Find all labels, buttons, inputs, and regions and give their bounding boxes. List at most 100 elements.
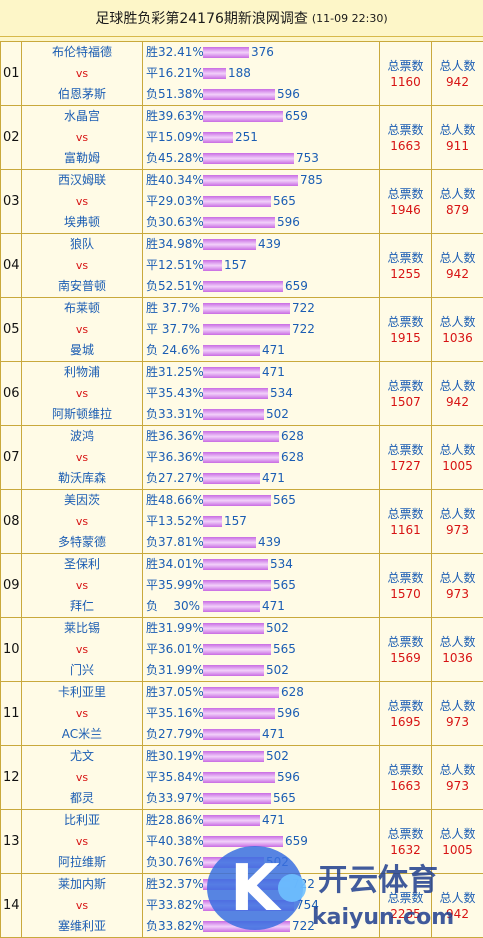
away-team[interactable]: 门兴 [22, 660, 142, 681]
win-count: 502 [266, 618, 289, 639]
total-people-label: 总人数 [432, 186, 483, 202]
total-votes-label: 总票数 [380, 698, 431, 714]
home-team[interactable]: 波鸿 [22, 426, 142, 447]
away-team[interactable]: 拜仁 [22, 596, 142, 617]
win-label: 胜 [146, 106, 158, 127]
home-team[interactable]: 利物浦 [22, 362, 142, 383]
total-people-cell: 总人数 942 [432, 362, 483, 426]
draw-label: 平 [146, 895, 158, 916]
bars-cell: 胜 36.36% 628 平 36.36% 628 负 27.27% 471 [143, 426, 380, 490]
draw-label: 平 [146, 767, 158, 788]
loss-percent: 33.31% [158, 404, 200, 425]
home-team[interactable]: 尤文 [22, 746, 142, 767]
total-votes-value: 1663 [380, 138, 431, 154]
home-team[interactable]: 比利亚 [22, 810, 142, 831]
away-team[interactable]: 都灵 [22, 788, 142, 809]
total-people-label: 总人数 [432, 442, 483, 458]
draw-count: 565 [273, 575, 296, 596]
draw-label: 平 [146, 127, 158, 148]
svg-text:K: K [230, 852, 282, 926]
match-row: 11 卡利亚里 vs AC米兰 胜 37.05% 628 平 35.16% 59… [1, 682, 483, 746]
home-team[interactable]: 水晶宫 [22, 106, 142, 127]
draw-row: 平 35.99% 565 [143, 575, 379, 596]
bars-cell: 胜 37.7% 722 平 37.7% 722 负 24.6% 471 [143, 298, 380, 362]
total-people-value: 942 [432, 266, 483, 282]
total-votes-value: 1695 [380, 714, 431, 730]
win-label: 胜 [146, 170, 158, 191]
home-team[interactable]: 莱比锡 [22, 618, 142, 639]
draw-bar [203, 708, 275, 719]
away-team[interactable]: 阿斯顿维拉 [22, 404, 142, 425]
match-row: 09 圣保利 vs 拜仁 胜 34.01% 534 平 35.99% 565 负… [1, 554, 483, 618]
away-team[interactable]: 塞维利亚 [22, 916, 142, 937]
loss-row: 负 30% 471 [143, 596, 379, 617]
loss-label: 负 [146, 148, 158, 169]
home-team[interactable]: 卡利亚里 [22, 682, 142, 703]
away-team[interactable]: AC米兰 [22, 724, 142, 745]
draw-row: 平 36.36% 628 [143, 447, 379, 468]
draw-count: 534 [270, 383, 293, 404]
win-count: 439 [258, 234, 281, 255]
total-people-value: 973 [432, 522, 483, 538]
total-votes-cell: 总票数 1663 [380, 746, 432, 810]
away-team[interactable]: 多特蒙德 [22, 532, 142, 553]
win-percent: 32.41% [158, 42, 200, 63]
home-team[interactable]: 布伦特福德 [22, 42, 142, 63]
total-votes-cell: 总票数 1160 [380, 42, 432, 106]
win-count: 534 [270, 554, 293, 575]
win-bar [203, 175, 298, 186]
total-people-label: 总人数 [432, 634, 483, 650]
loss-percent: 33.97% [158, 788, 200, 809]
away-team[interactable]: 曼城 [22, 340, 142, 361]
win-bar [203, 303, 290, 314]
away-team[interactable]: 南安普顿 [22, 276, 142, 297]
vs-label: vs [22, 831, 142, 852]
loss-count: 471 [262, 724, 285, 745]
bars-cell: 胜 32.41% 376 平 16.21% 188 负 51.38% 596 [143, 42, 380, 106]
total-votes-value: 1569 [380, 650, 431, 666]
draw-percent: 16.21% [158, 63, 200, 84]
loss-label: 负 [146, 596, 158, 617]
away-team[interactable]: 富勒姆 [22, 148, 142, 169]
total-votes-cell: 总票数 1946 [380, 170, 432, 234]
away-team[interactable]: 阿拉维斯 [22, 852, 142, 873]
vs-label: vs [22, 639, 142, 660]
watermark-logo: K 开云体育 kaiyun.com [200, 838, 483, 936]
away-team[interactable]: 伯恩茅斯 [22, 84, 142, 105]
home-team[interactable]: 美因茨 [22, 490, 142, 511]
loss-bar [203, 665, 264, 676]
win-row: 胜 32.41% 376 [143, 42, 379, 63]
away-team[interactable]: 勒沃库森 [22, 468, 142, 489]
total-votes-cell: 总票数 1915 [380, 298, 432, 362]
total-people-label: 总人数 [432, 506, 483, 522]
away-team[interactable]: 埃弗顿 [22, 212, 142, 233]
home-team[interactable]: 莱加内斯 [22, 874, 142, 895]
match-number: 14 [1, 874, 22, 938]
loss-label: 负 [146, 404, 158, 425]
win-count: 565 [273, 490, 296, 511]
loss-bar [203, 281, 283, 292]
total-people-cell: 总人数 879 [432, 170, 483, 234]
match-row: 03 西汉姆联 vs 埃弗顿 胜 40.34% 785 平 29.03% 565… [1, 170, 483, 234]
total-votes-cell: 总票数 1507 [380, 362, 432, 426]
win-row: 胜 40.34% 785 [143, 170, 379, 191]
win-row: 胜 31.99% 502 [143, 618, 379, 639]
match-number: 04 [1, 234, 22, 298]
loss-percent: 27.79% [158, 724, 200, 745]
win-percent: 39.63% [158, 106, 200, 127]
home-team[interactable]: 狼队 [22, 234, 142, 255]
loss-percent: 52.51% [158, 276, 200, 297]
home-team[interactable]: 布莱顿 [22, 298, 142, 319]
total-people-value: 942 [432, 74, 483, 90]
bars-cell: 胜 34.98% 439 平 12.51% 157 负 52.51% 659 [143, 234, 380, 298]
total-people-value: 942 [432, 394, 483, 410]
win-percent: 37.05% [158, 682, 200, 703]
total-votes-label: 总票数 [380, 634, 431, 650]
total-votes-label: 总票数 [380, 762, 431, 778]
teams-cell: 西汉姆联 vs 埃弗顿 [22, 170, 143, 234]
loss-bar [203, 473, 260, 484]
home-team[interactable]: 圣保利 [22, 554, 142, 575]
home-team[interactable]: 西汉姆联 [22, 170, 142, 191]
loss-label: 负 [146, 532, 158, 553]
